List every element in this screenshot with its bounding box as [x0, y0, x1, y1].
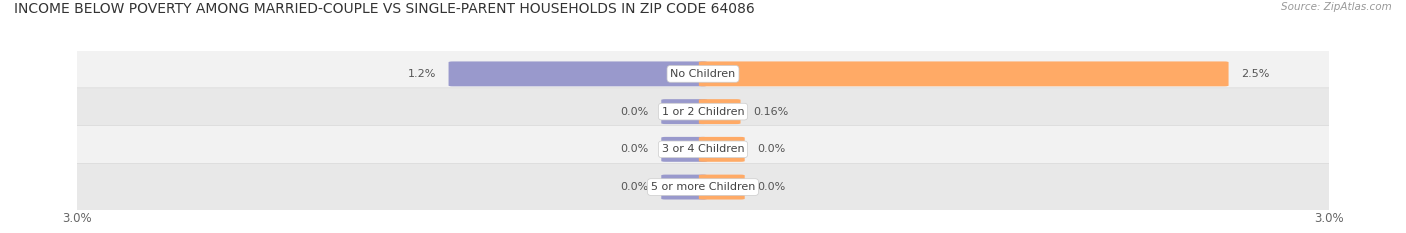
- Text: 1 or 2 Children: 1 or 2 Children: [662, 107, 744, 117]
- FancyBboxPatch shape: [449, 62, 707, 86]
- FancyBboxPatch shape: [699, 99, 741, 124]
- FancyBboxPatch shape: [59, 163, 1347, 211]
- FancyBboxPatch shape: [59, 50, 1347, 98]
- Text: 0.0%: 0.0%: [758, 182, 786, 192]
- FancyBboxPatch shape: [661, 99, 707, 124]
- Text: No Children: No Children: [671, 69, 735, 79]
- Text: 1.2%: 1.2%: [408, 69, 436, 79]
- Text: 0.0%: 0.0%: [620, 182, 648, 192]
- FancyBboxPatch shape: [59, 88, 1347, 135]
- Text: Source: ZipAtlas.com: Source: ZipAtlas.com: [1281, 2, 1392, 12]
- Text: 0.0%: 0.0%: [758, 144, 786, 154]
- FancyBboxPatch shape: [699, 62, 1229, 86]
- Text: 0.16%: 0.16%: [754, 107, 789, 117]
- Text: INCOME BELOW POVERTY AMONG MARRIED-COUPLE VS SINGLE-PARENT HOUSEHOLDS IN ZIP COD: INCOME BELOW POVERTY AMONG MARRIED-COUPL…: [14, 2, 755, 16]
- FancyBboxPatch shape: [699, 175, 745, 199]
- FancyBboxPatch shape: [59, 126, 1347, 173]
- FancyBboxPatch shape: [699, 137, 745, 162]
- FancyBboxPatch shape: [661, 175, 707, 199]
- FancyBboxPatch shape: [661, 137, 707, 162]
- Text: 2.5%: 2.5%: [1241, 69, 1270, 79]
- Text: 0.0%: 0.0%: [620, 107, 648, 117]
- Text: 5 or more Children: 5 or more Children: [651, 182, 755, 192]
- Text: 0.0%: 0.0%: [620, 144, 648, 154]
- Text: 3 or 4 Children: 3 or 4 Children: [662, 144, 744, 154]
